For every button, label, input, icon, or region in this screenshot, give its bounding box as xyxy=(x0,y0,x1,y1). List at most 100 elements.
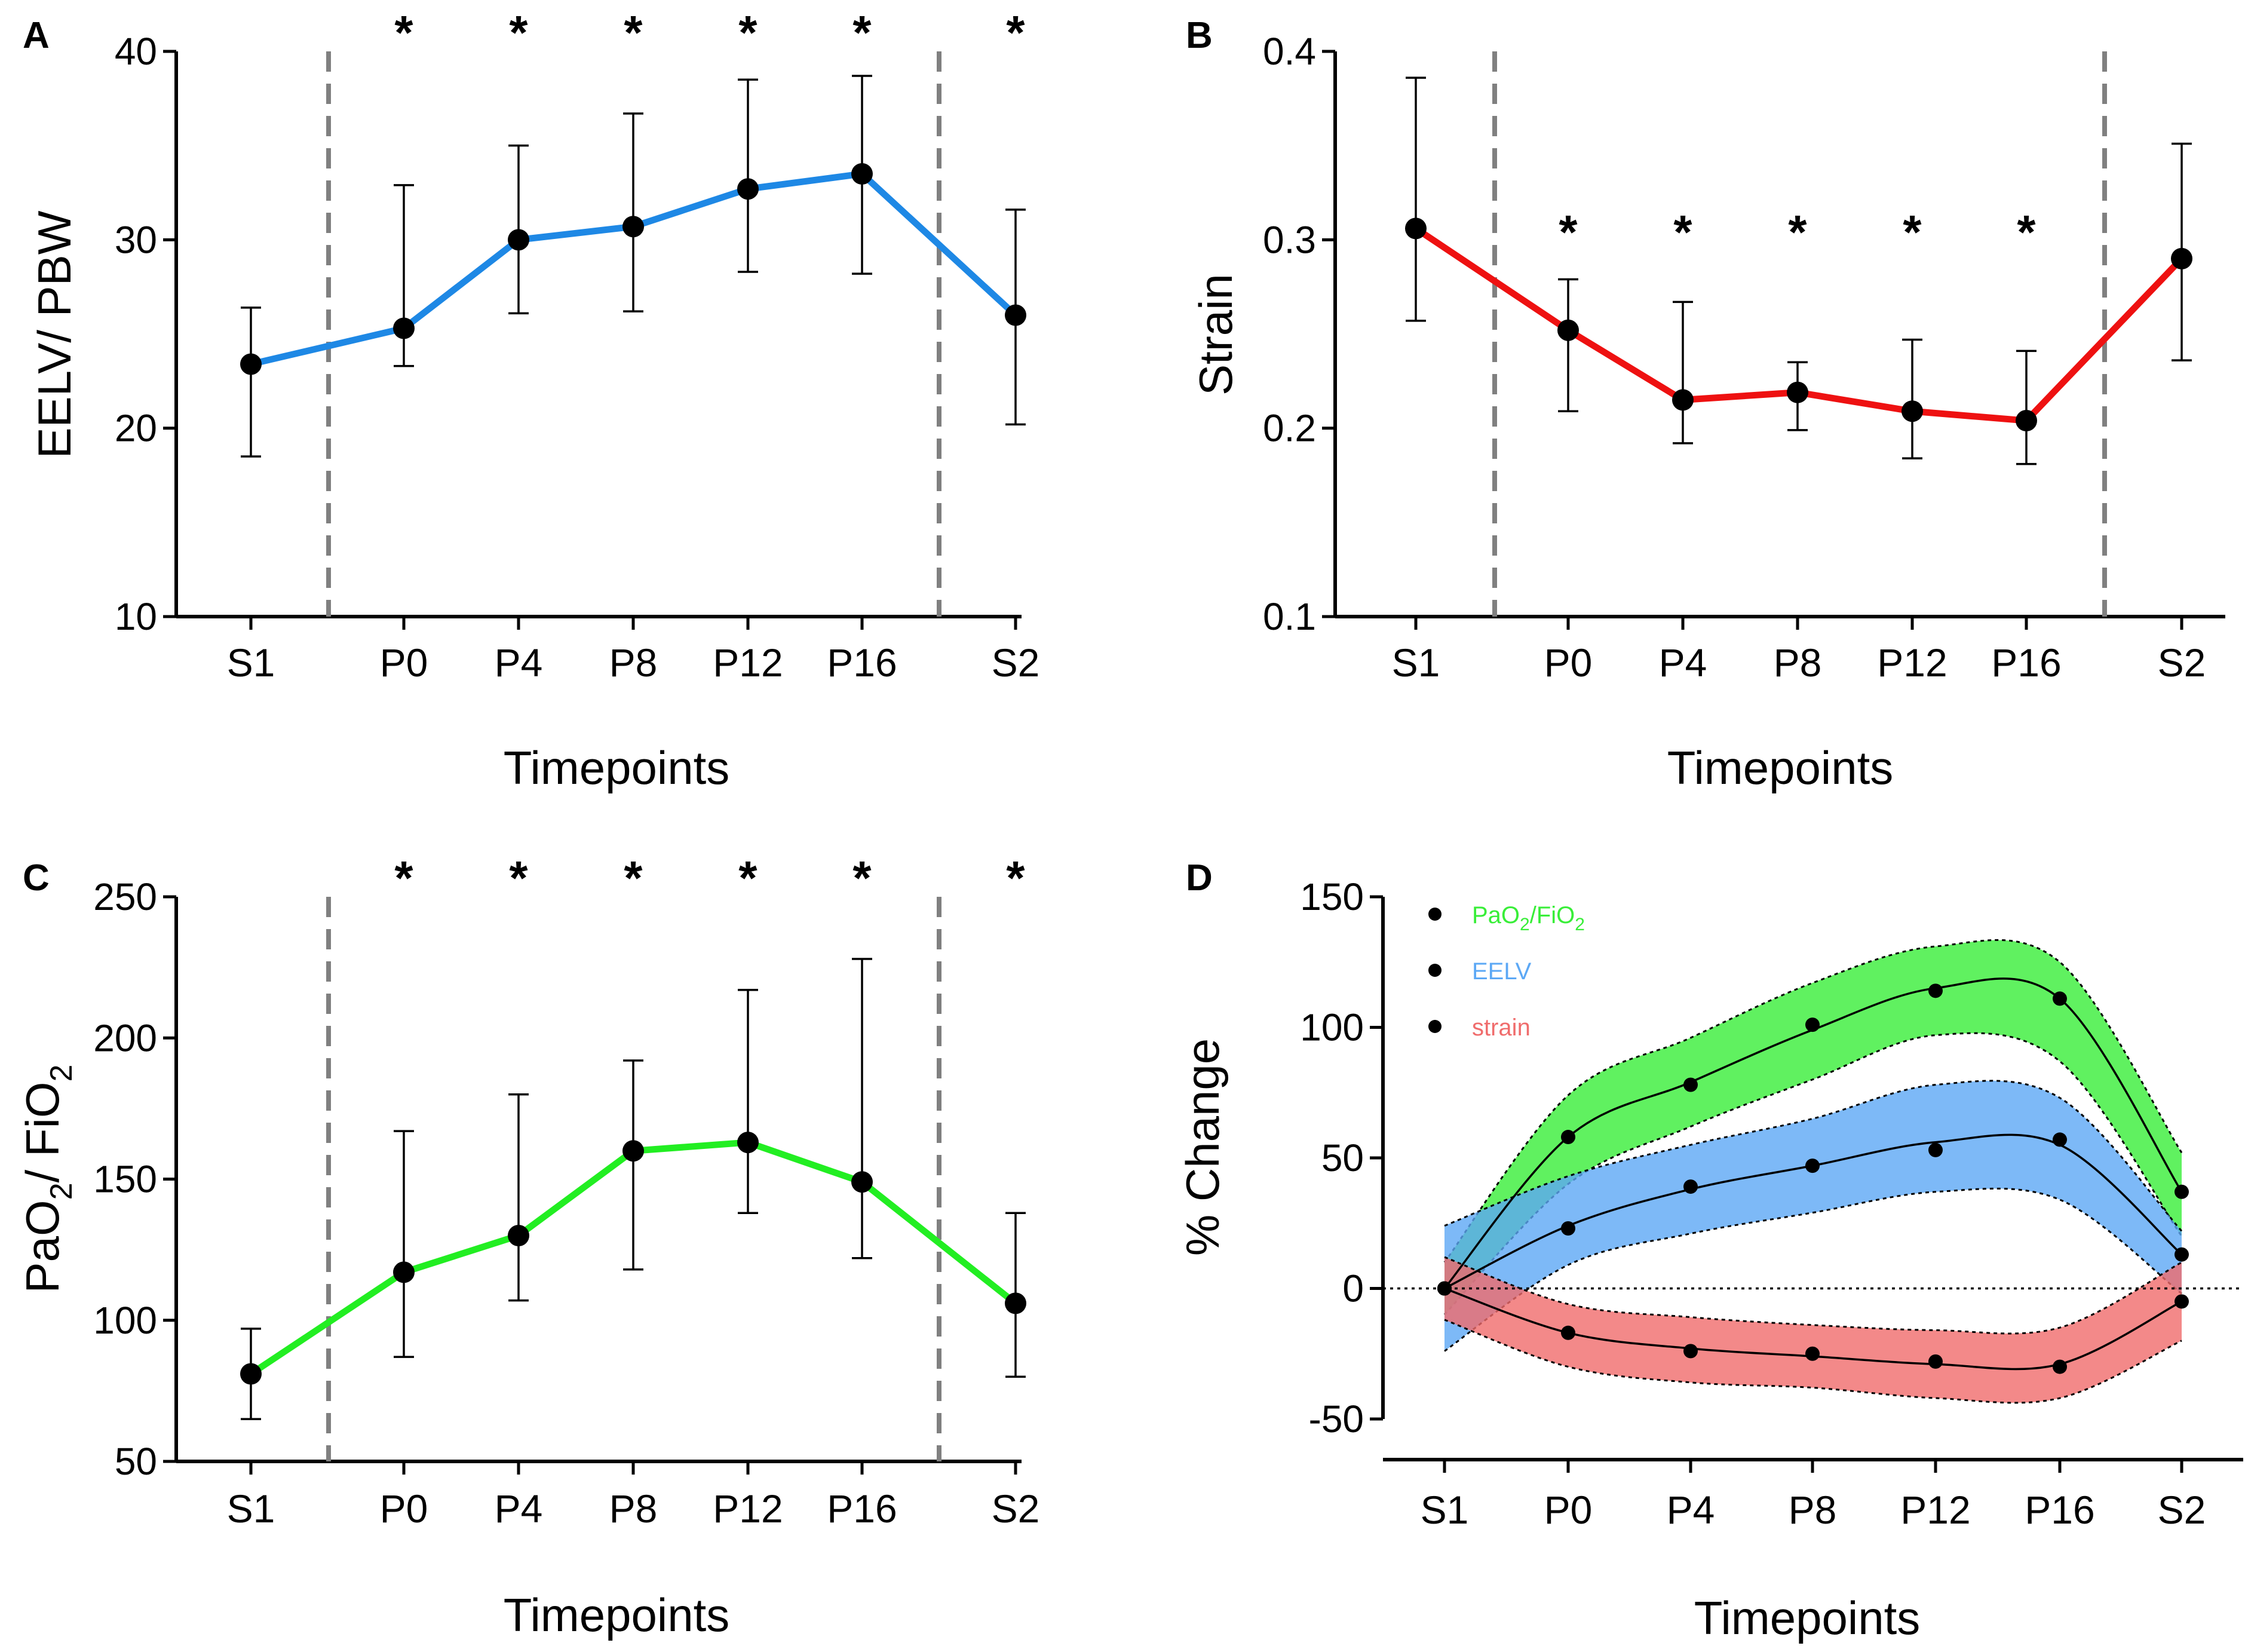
y-title-part: / FiO xyxy=(16,1081,69,1182)
panel-d-x-tick-label: S2 xyxy=(2158,1488,2206,1532)
panel-b-data-point xyxy=(1787,381,1808,403)
panel-d-y-tick-label: 50 xyxy=(1321,1136,1364,1179)
panel-d-y-tick-label: 150 xyxy=(1300,875,1364,918)
panel-a-x-tick-label: S1 xyxy=(227,640,275,685)
panel-c-significance-star: * xyxy=(738,851,757,905)
panel-d-letter: D xyxy=(1186,857,1213,899)
legend-subscript: 2 xyxy=(1520,915,1530,934)
panel-a-letter: A xyxy=(23,15,50,56)
panel-c-error-bar xyxy=(738,989,758,1214)
panel-c-y-tick-label: 150 xyxy=(93,1158,157,1201)
panel-c-letter: C xyxy=(23,857,50,899)
panel-d-y-tick-label: 100 xyxy=(1300,1006,1364,1049)
panel-c-y-axis-title: PaO2/ FiO2 xyxy=(16,1065,79,1294)
panel-c-data-point xyxy=(508,1225,529,1246)
panel-b-x-tick-label: P16 xyxy=(1991,640,2061,685)
panel-c-y-tick-label: 100 xyxy=(93,1299,157,1342)
panel-d-band-lower-edge xyxy=(1443,1032,2183,1316)
panel-a-error-bar xyxy=(241,307,261,458)
panel-d-band-2 xyxy=(1444,1257,2182,1403)
panel-b-x-tick-label: P0 xyxy=(1544,640,1593,685)
panel-b-x-axis-title: Timepoints xyxy=(1667,741,1894,794)
panel-d-data-point xyxy=(1561,1325,1575,1340)
panel-c-x-tick-label: P8 xyxy=(609,1487,658,1531)
panel-d-data-point xyxy=(2053,991,2067,1006)
y-title-subscript: 2 xyxy=(44,1065,79,1082)
panel-b-data-point xyxy=(1672,389,1694,411)
panel-d-data-point xyxy=(1683,1077,1698,1092)
panel-b-significance-star: * xyxy=(1788,206,1807,259)
panel-c-data-point xyxy=(393,1261,415,1283)
panel-c-x-tick-label: S1 xyxy=(227,1487,275,1531)
y-title-subscript: 2 xyxy=(44,1182,79,1200)
panel-c-data-point xyxy=(851,1171,873,1193)
panel-d-band-upper-edge xyxy=(1444,1080,2183,1232)
legend-text: strain xyxy=(1472,1015,1531,1041)
panel-b-y-axis-title: Strain xyxy=(1189,274,1242,396)
panel-a-significance-star: * xyxy=(394,6,413,59)
panel-a-y-tick-label: 10 xyxy=(115,595,157,638)
panel-b-y-tick-label: 0.1 xyxy=(1263,595,1316,638)
panel-d-data-point xyxy=(1561,1130,1575,1145)
panel-c-significance-star: * xyxy=(1006,851,1025,905)
panel-d-data-point xyxy=(1928,983,1943,998)
panel-a-y-tick-label: 20 xyxy=(115,407,157,450)
panel-d-x-tick-label: P12 xyxy=(1900,1488,1970,1532)
panel-d-band-1 xyxy=(1444,1080,2182,1351)
panel-b-data-point xyxy=(1557,319,1579,341)
panel-c-significance-star: * xyxy=(509,851,528,905)
legend-marker xyxy=(1428,908,1442,921)
legend-label-2: strain xyxy=(1472,1015,1531,1041)
panel-b-error-bar xyxy=(1406,76,1426,322)
panel-b-error-bar xyxy=(1673,301,1693,445)
panel-d-band-lower-edge xyxy=(1444,1319,2182,1404)
panel-a-x-tick-label: P16 xyxy=(827,640,897,685)
panel-c-x-tick-label: P16 xyxy=(827,1487,897,1531)
panel-d-data-point xyxy=(1437,1281,1452,1296)
panel-b-x-tick-label: S2 xyxy=(2158,640,2206,685)
panel-b-y-tick-label: 0.2 xyxy=(1263,407,1316,450)
panel-d-x-tick-label: P8 xyxy=(1789,1488,1837,1532)
panel-d-x-tick-label: P0 xyxy=(1544,1488,1593,1532)
panel-d-x-tick-label: P4 xyxy=(1667,1488,1715,1532)
panel-b-y-tick-label: 0.3 xyxy=(1263,218,1316,261)
panel-a-data-point xyxy=(240,353,262,375)
panel-b-x-tick-label: P4 xyxy=(1659,640,1707,685)
panel-c-data-point xyxy=(737,1132,759,1154)
panel-a-y-axis-title: EELV/ PBW xyxy=(28,210,81,458)
panel-d-x-tick-label: S1 xyxy=(1421,1488,1469,1532)
panel-a-significance-star: * xyxy=(624,6,643,59)
panel-b-data-point xyxy=(2016,410,2037,432)
panel-c-significance-star: * xyxy=(394,851,413,905)
panel-a-x-tick-label: P12 xyxy=(713,640,783,685)
panel-a-x-tick-label: P4 xyxy=(495,640,543,685)
panel-c-error-bar xyxy=(623,1059,643,1271)
panel-c-x-axis-title: Timepoints xyxy=(504,1589,730,1641)
panel-a-error-bar xyxy=(623,112,643,312)
panel-d-data-point xyxy=(2175,1184,2189,1199)
panel-c-y-tick-label: 250 xyxy=(93,875,157,918)
legend-marker xyxy=(1428,964,1442,977)
panel-c-x-tick-label: P0 xyxy=(380,1487,428,1531)
panel-d-data-point xyxy=(2053,1359,2067,1374)
panel-a-data-point xyxy=(622,216,644,238)
panel-d-data-point xyxy=(1805,1017,1820,1032)
panel-b-significance-star: * xyxy=(1559,206,1578,259)
panel-a-error-bar xyxy=(738,78,758,273)
panel-b-error-bar xyxy=(1902,338,1922,459)
panel-d-data-point xyxy=(1683,1344,1698,1359)
panel-a-significance-star: * xyxy=(1006,6,1025,59)
panel-b-y-tick-label: 0.4 xyxy=(1263,30,1316,73)
panel-d-x-tick-label: P16 xyxy=(2025,1488,2094,1532)
legend-text: /FiO xyxy=(1530,902,1575,928)
panel-a-x-axis-title: Timepoints xyxy=(504,741,730,794)
panel-a-data-point xyxy=(508,229,529,251)
panel-a-data-point xyxy=(1005,304,1026,326)
panel-c-y-tick-label: 200 xyxy=(93,1016,157,1059)
panel-d-band-lower-edge xyxy=(1444,1187,2182,1352)
panel-c-data-point xyxy=(240,1363,262,1385)
panel-a-x-tick-label: P8 xyxy=(609,640,658,685)
panel-b-error-bar xyxy=(2016,350,2037,465)
panel-d-data-point xyxy=(2053,1132,2067,1147)
